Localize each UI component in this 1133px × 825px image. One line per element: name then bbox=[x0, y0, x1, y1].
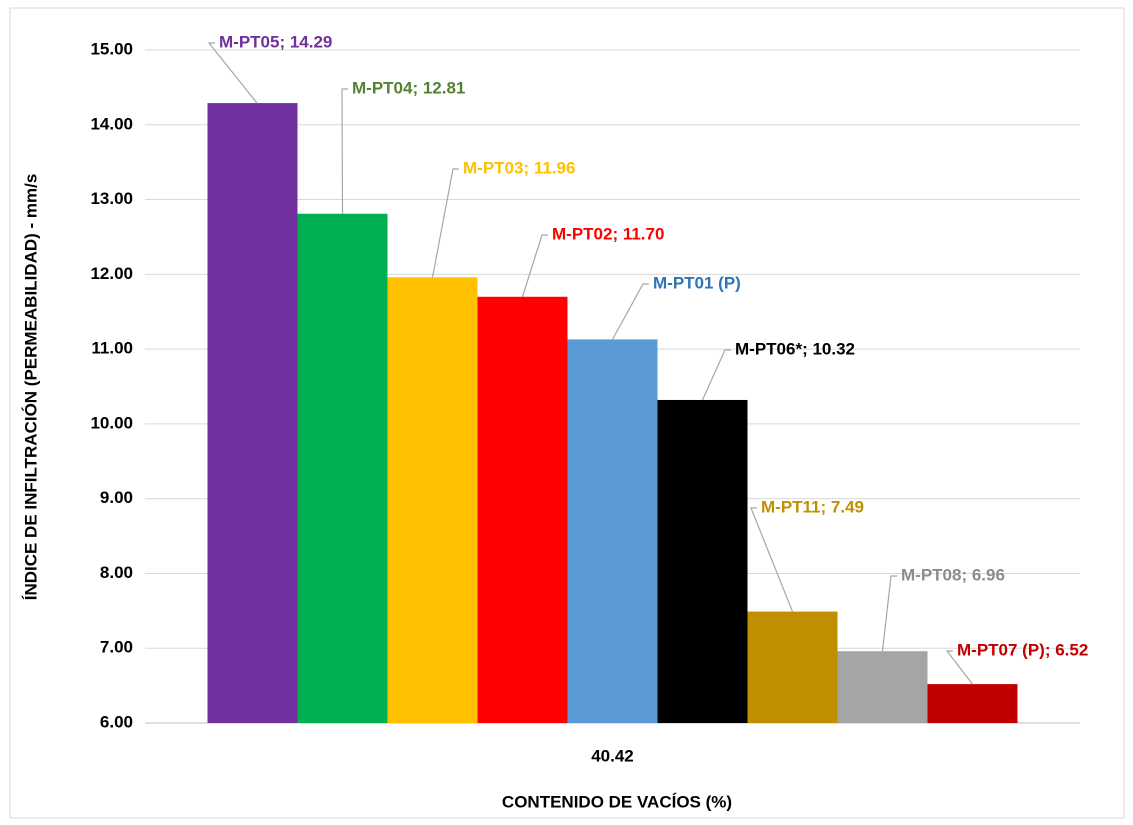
y-tick-label: 11.00 bbox=[91, 339, 133, 358]
leader-line bbox=[701, 349, 731, 401]
data-label: M-PT05; 14.29 bbox=[219, 32, 332, 51]
x-axis-title: CONTENIDO DE VACÍOS (%) bbox=[502, 792, 732, 811]
y-tick-label: 13.00 bbox=[90, 189, 133, 208]
data-label: M-PT11; 7.49 bbox=[761, 497, 864, 516]
leader-line bbox=[521, 234, 548, 297]
bar bbox=[207, 103, 298, 723]
y-tick-label: 14.00 bbox=[90, 114, 133, 133]
y-tick-label: 9.00 bbox=[100, 488, 133, 507]
leader-line bbox=[431, 168, 459, 278]
leader-line bbox=[945, 650, 973, 685]
data-label: M-PT02; 11.70 bbox=[552, 224, 664, 243]
y-tick-label: 6.00 bbox=[100, 712, 133, 731]
y-tick-label: 7.00 bbox=[100, 638, 133, 657]
bar bbox=[387, 277, 478, 723]
data-label: M-PT03; 11.96 bbox=[463, 158, 575, 177]
y-tick-label: 15.00 bbox=[90, 39, 133, 58]
leader-line bbox=[750, 507, 794, 612]
data-label: M-PT04; 12.81 bbox=[352, 78, 465, 97]
y-tick-label: 8.00 bbox=[100, 563, 133, 582]
bar bbox=[657, 399, 748, 723]
bar bbox=[927, 684, 1018, 723]
y-tick-label: 12.00 bbox=[90, 264, 133, 283]
leader-line bbox=[611, 283, 649, 340]
data-label: M-PT08; 6.96 bbox=[901, 565, 1005, 584]
bar bbox=[837, 651, 928, 723]
bar bbox=[477, 296, 568, 723]
bar bbox=[297, 213, 388, 723]
leader-line bbox=[207, 42, 258, 104]
y-axis-title: ÍNDICE DE INFILTRACIÓN (PERMEABILIDAD) -… bbox=[21, 174, 40, 601]
bar bbox=[747, 611, 838, 723]
data-label: M-PT01 (P) bbox=[653, 273, 741, 292]
y-tick-label: 10.00 bbox=[90, 413, 133, 432]
data-label: M-PT06*; 10.32 bbox=[735, 339, 855, 358]
leader-line bbox=[341, 88, 348, 214]
bar bbox=[567, 339, 658, 723]
leader-line bbox=[881, 575, 897, 652]
x-tick-label: 40.42 bbox=[591, 746, 634, 765]
data-label: M-PT07 (P); 6.52 bbox=[957, 640, 1088, 659]
